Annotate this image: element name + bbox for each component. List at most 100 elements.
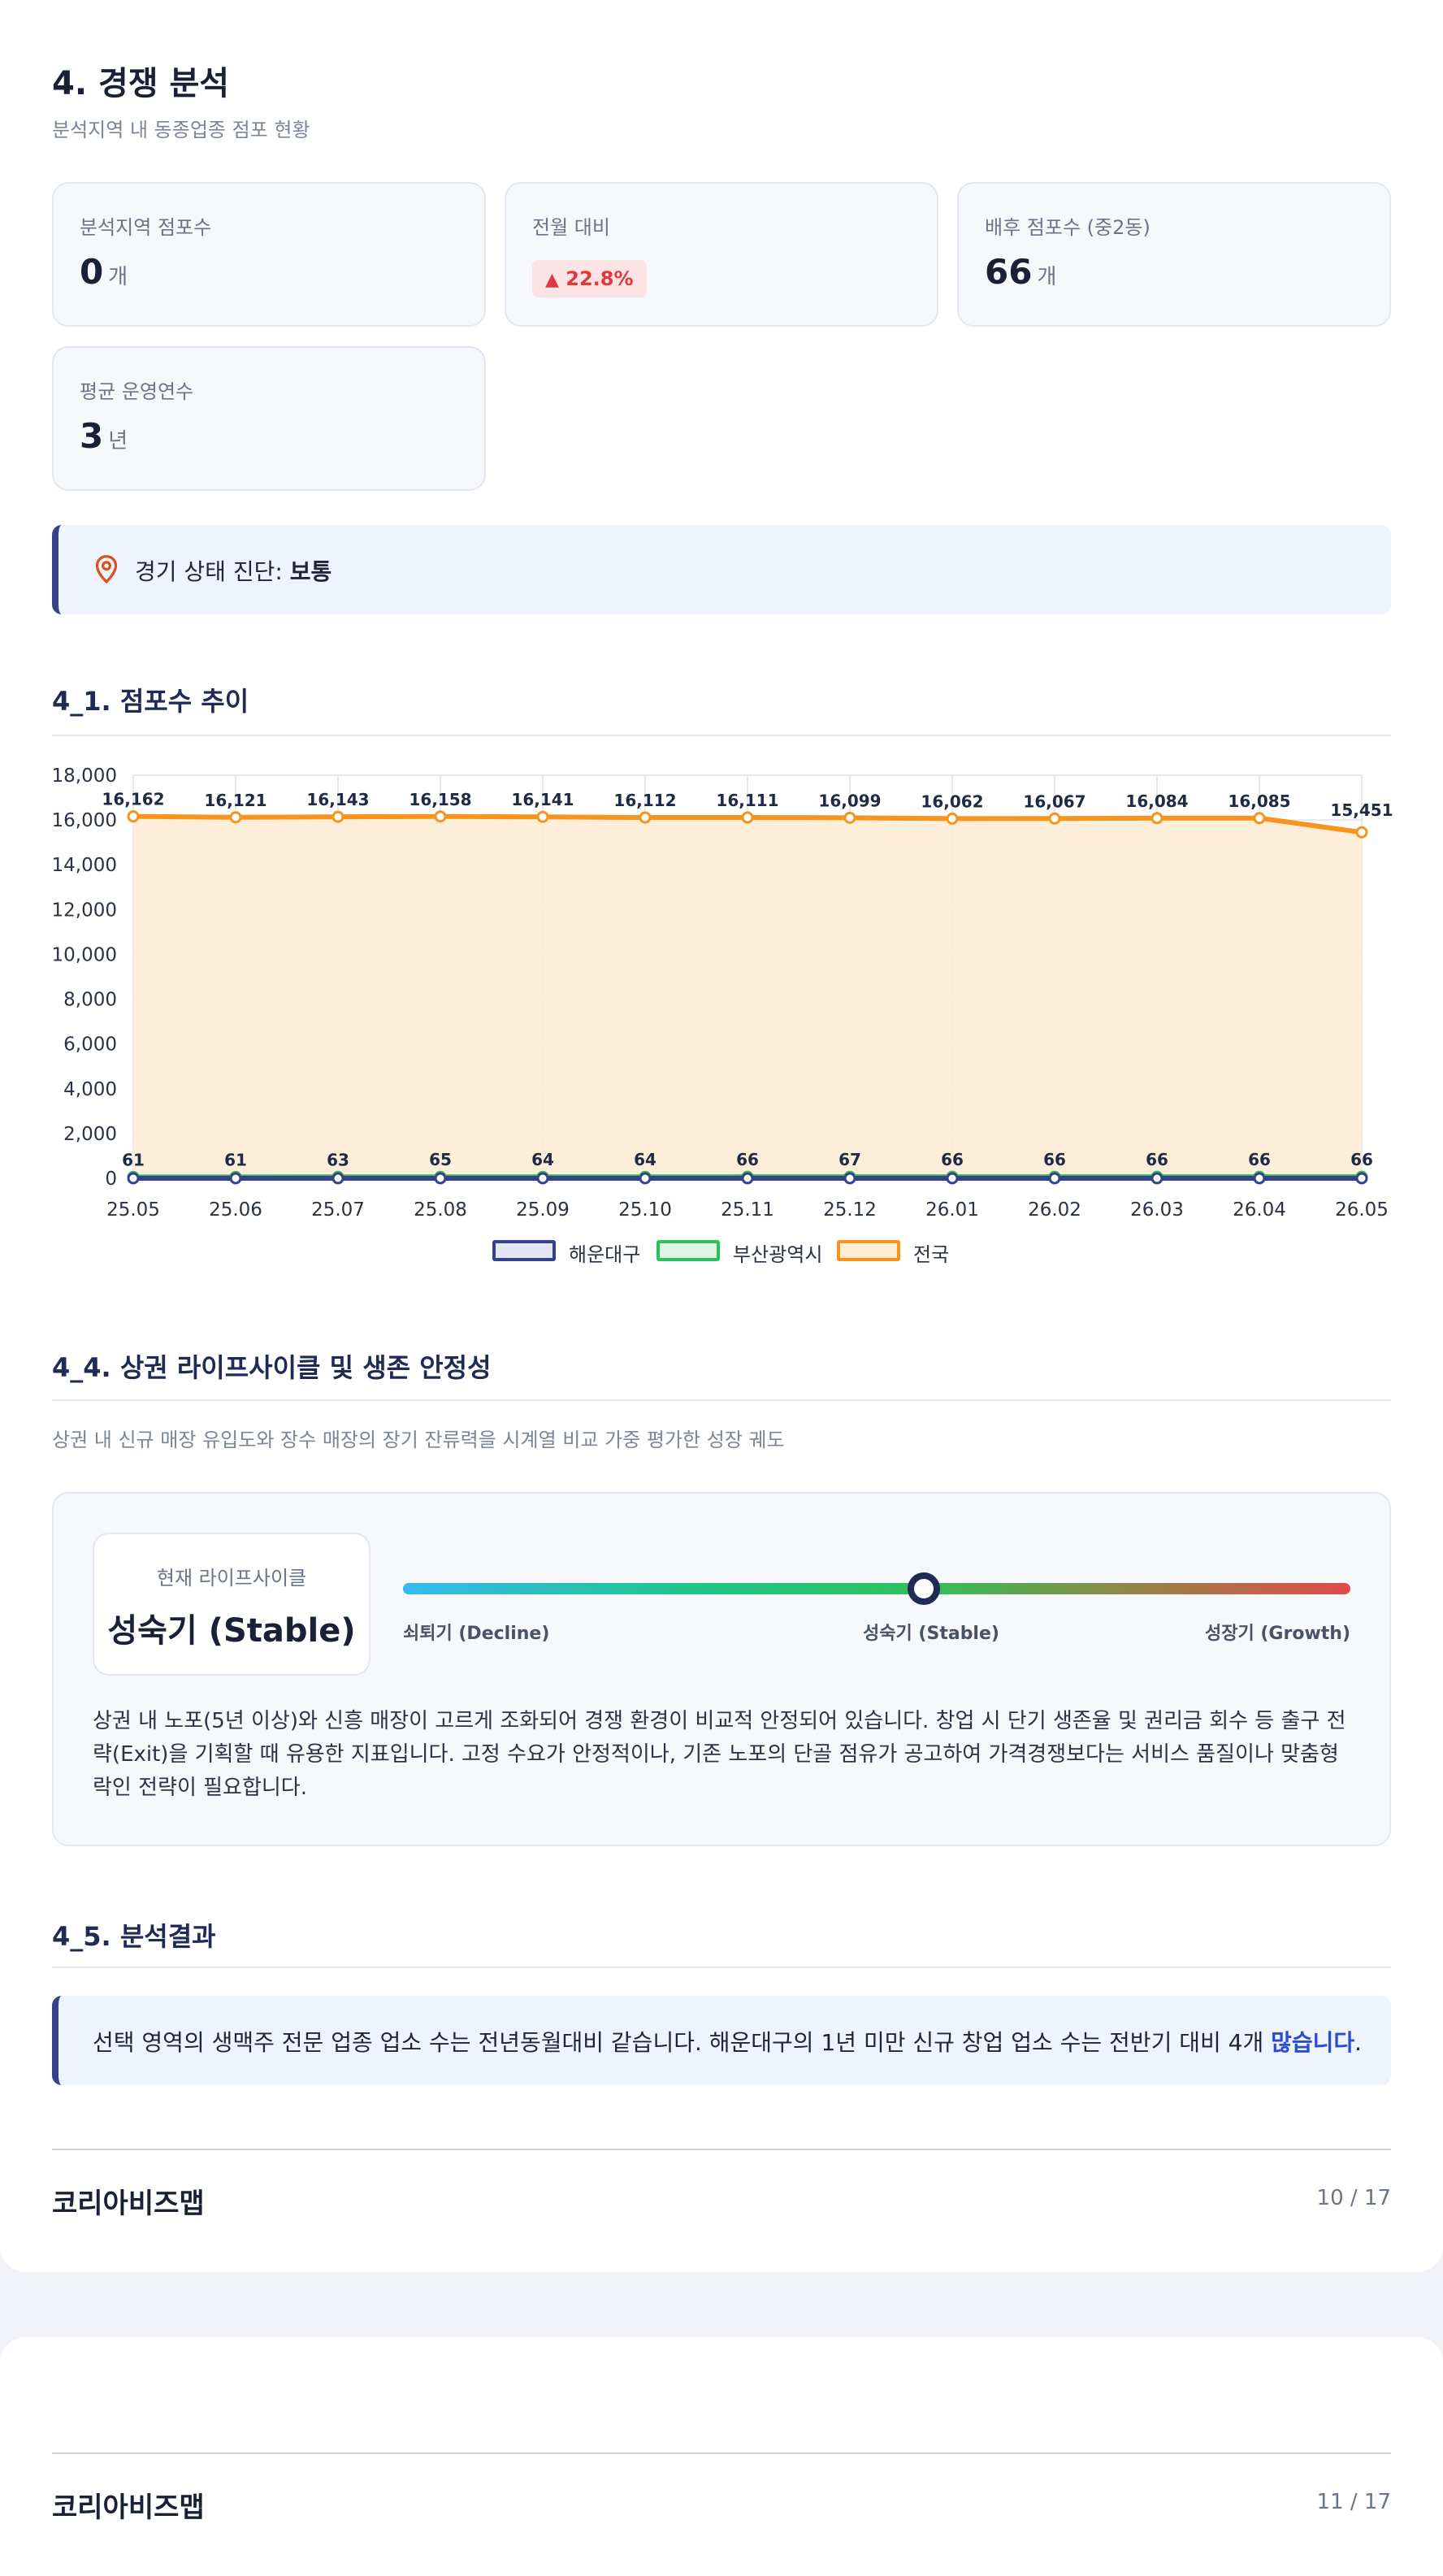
x-tick-label: 25.12 [823,1199,877,1221]
x-tick-label: 26.03 [1130,1199,1184,1221]
y-tick-label: 14,000 [52,855,117,876]
stat-card-mom: 전월 대비 ▲ 22.8% [505,182,938,327]
change-value: 22.8% [566,267,634,290]
data-label: 16,141 [511,790,574,809]
legend-swatch-national[interactable] [837,1240,900,1261]
section-title: 4. 경쟁 분석 [52,65,230,102]
data-point [843,811,856,824]
x-tick-label: 26.02 [1028,1199,1081,1221]
stat-label: 배후 점포수 (중2동) [985,216,1150,239]
data-label: 16,062 [921,791,983,811]
x-tick-label: 26.05 [1335,1199,1389,1221]
data-label: 65 [429,1150,452,1169]
diagnosis-callout: 경기 상태 진단: 보통 [52,525,1391,614]
y-tick-label: 4,000 [63,1079,117,1100]
y-tick-label: 0 [105,1169,117,1190]
data-label: 64 [634,1150,656,1169]
data-point [1150,812,1164,825]
stat-label: 평균 운영연수 [80,380,194,403]
data-point [1150,1172,1164,1185]
data-point [434,1172,447,1185]
y-tick-label: 6,000 [63,1034,117,1056]
data-label: 16,112 [613,791,676,810]
stat-label: 전월 대비 [532,216,610,239]
lifecycle-section-title: 4_4. 상권 라이프사이클 및 생존 안정성 [52,1352,492,1383]
data-label: 16,162 [102,790,164,809]
data-label: 16,111 [716,791,778,810]
y-tick-label: 12,000 [52,900,117,921]
data-label: 63 [327,1150,349,1169]
data-label: 16,158 [409,790,471,809]
data-point [229,1172,242,1185]
data-point [536,810,549,823]
lifecycle-panel: 현재 라이프사이클 성숙기 (Stable) 쇠퇴기 (Decline) 성숙기… [52,1492,1391,1846]
map-pin-icon [95,555,118,584]
data-point [536,1172,549,1185]
data-point [332,810,344,823]
store-trend-chart: 0 2,000 4,000 6,000 8,000 10,000 12,000 14,000 1… [52,765,1393,1221]
lifecycle-gauge-marker [908,1572,941,1605]
y-tick-label: 18,000 [52,765,117,787]
footer-divider [52,2149,1391,2150]
legend-swatch-busan[interactable] [656,1240,720,1261]
data-label: 61 [224,1150,247,1169]
x-tick-label: 25.05 [106,1199,160,1221]
data-label: 16,121 [204,791,266,810]
x-tick-label: 25.06 [209,1199,262,1221]
data-point [946,1172,959,1185]
x-tick-label: 26.01 [925,1199,979,1221]
lifecycle-description: 상권 내 신규 매장 유입도와 장수 매장의 장기 잔류력을 시계열 비교 가중… [52,1429,785,1451]
data-label: 15,451 [1330,800,1393,820]
data-point [332,1172,344,1185]
data-label: 66 [1043,1150,1066,1169]
data-point [1355,1172,1368,1185]
data-point [127,810,140,823]
legend-label-busan[interactable]: 부산광역시 [733,1243,823,1266]
data-point [127,1172,140,1185]
diagnosis-value: 보통 [289,558,332,585]
data-point [639,811,652,824]
data-point [1253,812,1266,825]
x-tick-label: 25.11 [721,1199,774,1221]
legend-swatch-haeundae[interactable] [492,1240,556,1261]
section-subtitle: 분석지역 내 동종업종 점포 현황 [52,119,310,141]
stat-value: 66 개 [985,252,1057,292]
result-callout: 선택 영역의 생맥주 전문 업종 업소 수는 전년동월대비 같습니다. 해운대구… [52,1996,1391,2085]
legend-label-national[interactable]: 전국 [913,1243,950,1266]
data-label: 66 [1248,1150,1271,1169]
current-lifecycle-value: 성숙기 (Stable) [107,1612,356,1650]
lifecycle-body-text: 상권 내 노포(5년 이상)와 신흥 매장이 고르게 조화되어 경쟁 환경이 비… [93,1709,1346,1800]
data-point [229,811,242,824]
series-area [133,816,1362,1178]
legend-label-haeundae[interactable]: 해운대구 [569,1243,641,1266]
diagnosis-text: 경기 상태 진단: 보통 [135,558,332,585]
result-text: 선택 영역의 생맥주 전문 업종 업소 수는 전년동월대비 같습니다. 해운대구… [93,2029,1363,2056]
change-badge: ▲ 22.8% [532,260,647,297]
data-label: 16,085 [1228,791,1290,811]
footer-brand: 코리아비즈맵 [52,2491,205,2524]
current-lifecycle-box: 현재 라이프사이클 성숙기 (Stable) [93,1533,370,1676]
data-point [639,1172,652,1185]
report-page-next: 코리아비즈맵 11 / 17 [0,2337,1443,2576]
data-point [1048,812,1061,825]
footer-brand: 코리아비즈맵 [52,2188,205,2220]
data-label: 61 [122,1150,145,1169]
data-label: 66 [1146,1150,1168,1169]
x-tick-label: 25.08 [414,1199,467,1221]
lifecycle-gauge-track [403,1583,1350,1594]
y-tick-label: 16,000 [52,810,117,831]
x-tick-label: 25.09 [516,1199,570,1221]
data-point [1253,1172,1266,1185]
data-label: 16,084 [1125,791,1188,811]
stat-label: 분석지역 점포수 [80,216,212,239]
data-label: 66 [1350,1150,1373,1169]
data-point [434,810,447,823]
data-label: 16,143 [306,790,369,809]
data-point [1048,1172,1061,1185]
data-point [1355,826,1368,839]
